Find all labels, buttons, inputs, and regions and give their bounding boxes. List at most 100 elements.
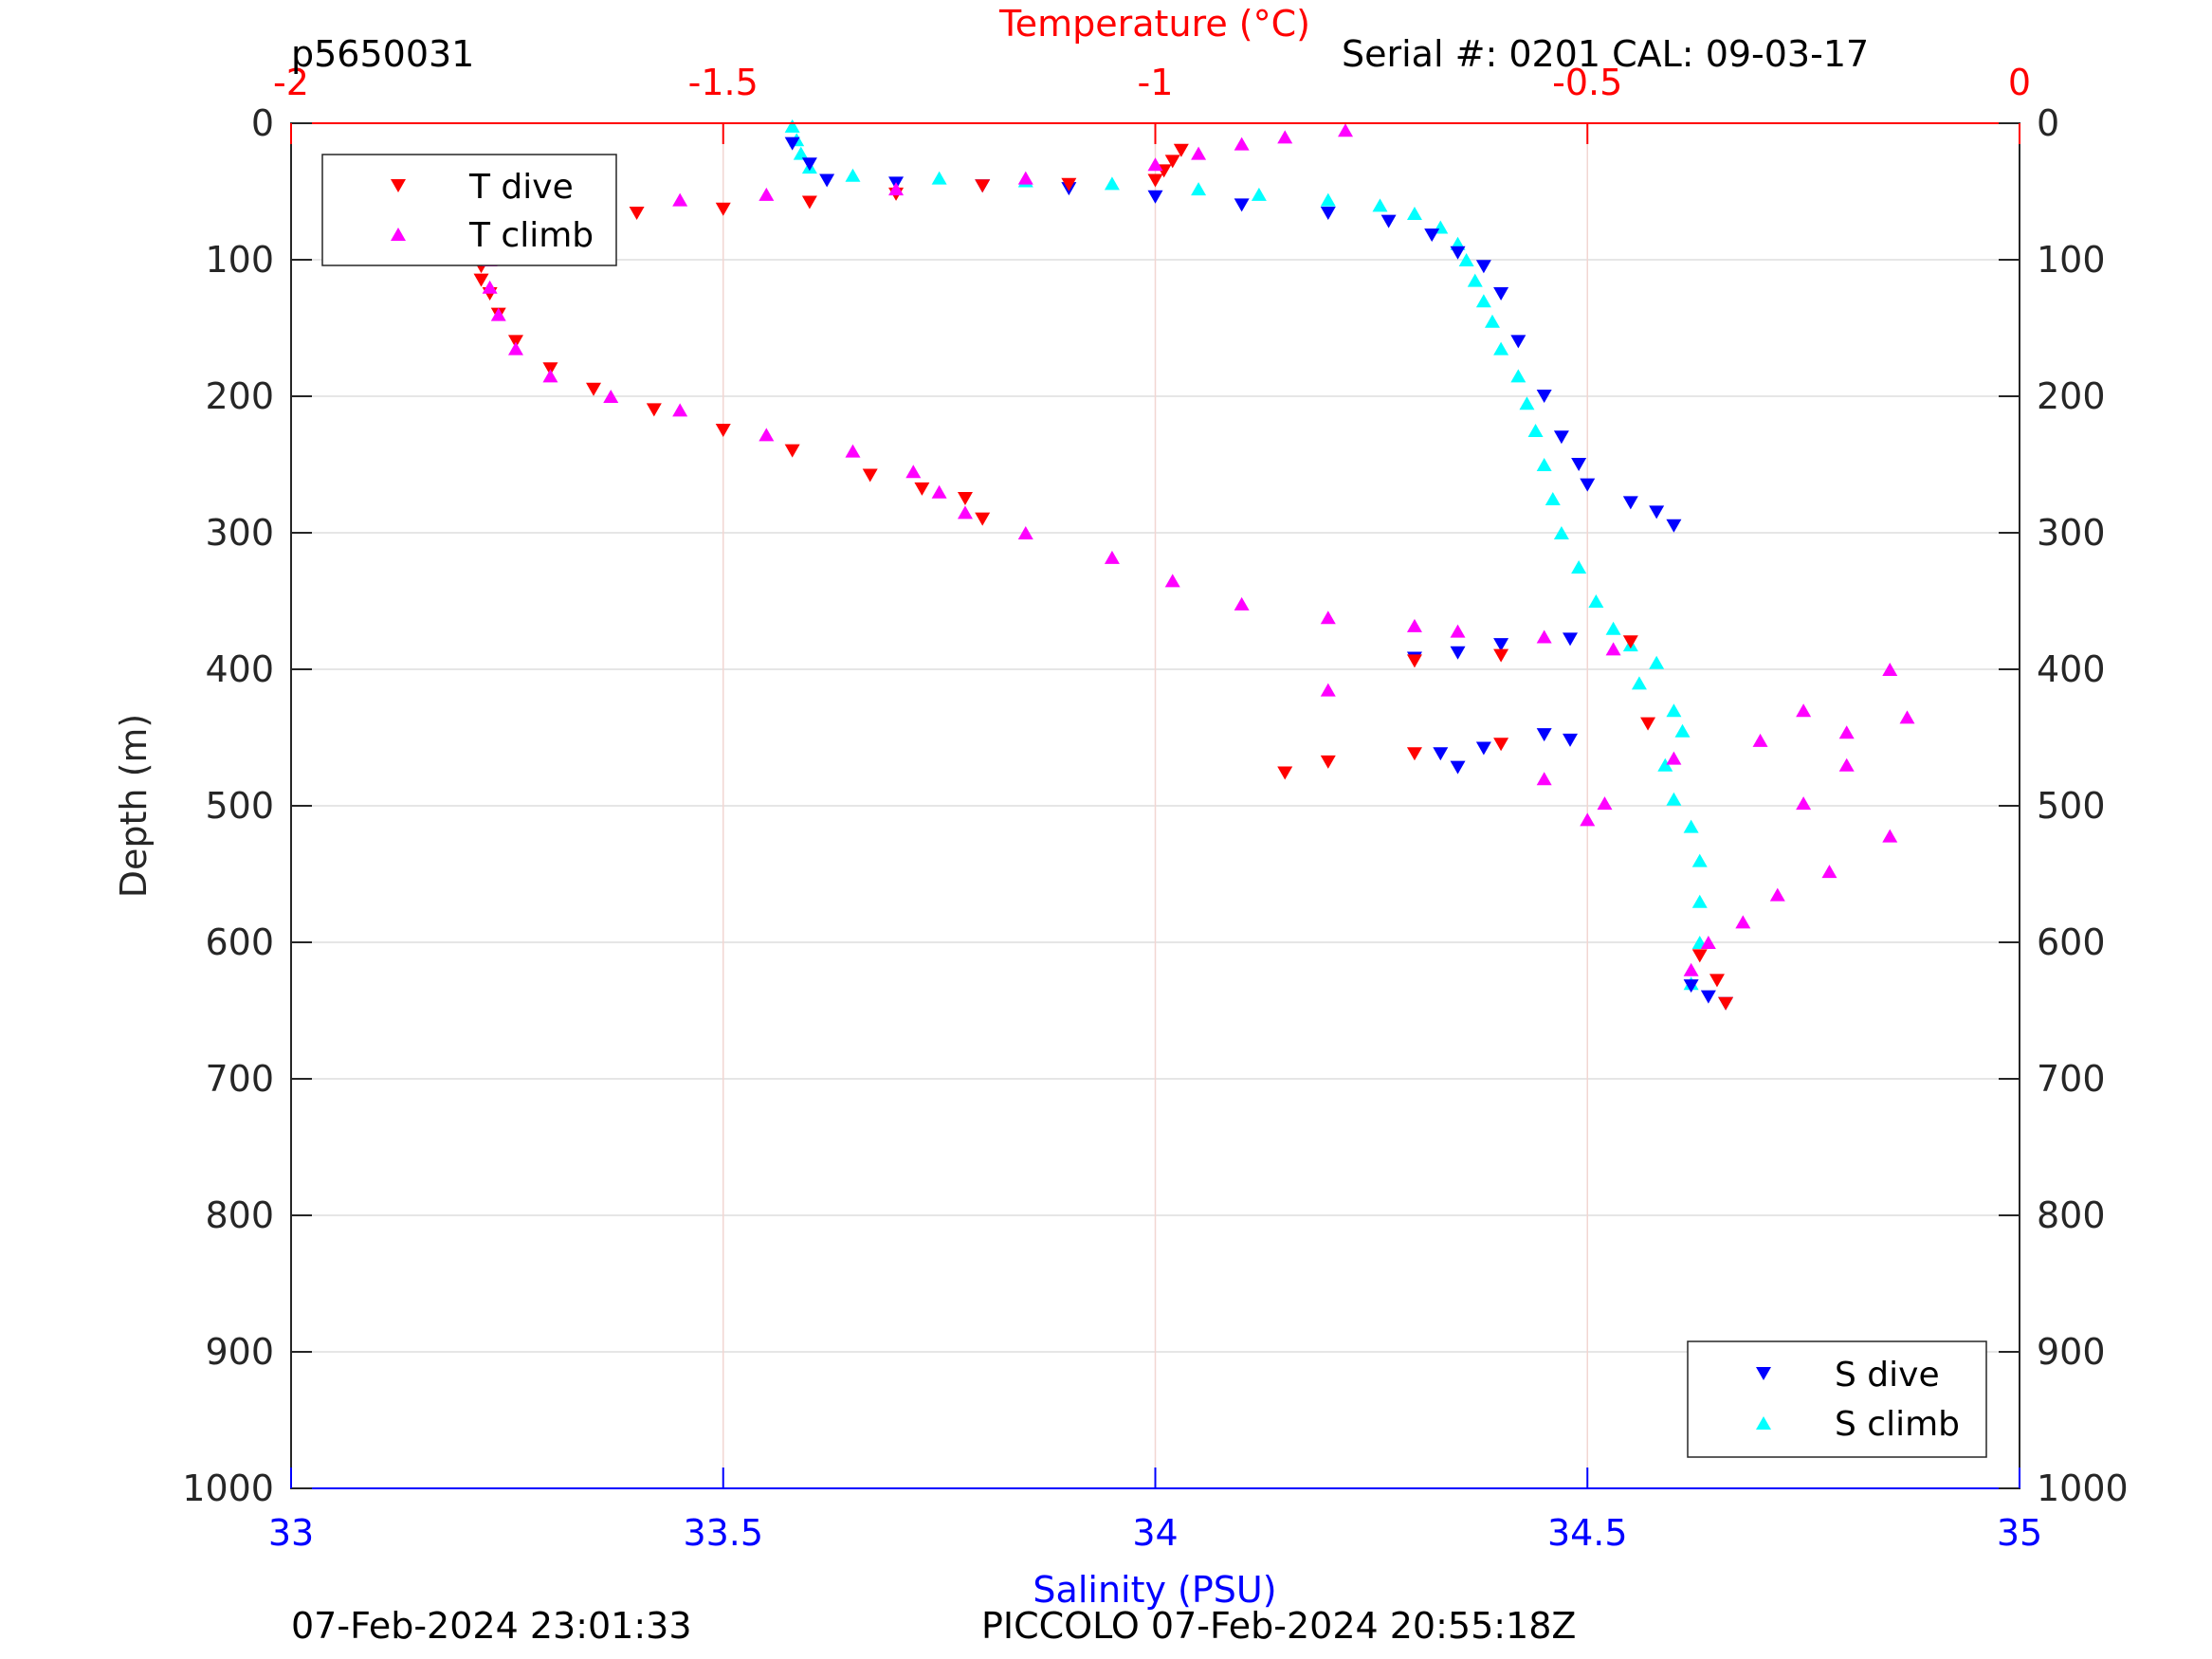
legend-s-dive-label: S dive — [1835, 1356, 1940, 1395]
depth-tick-label-left: 1000 — [182, 1468, 274, 1509]
depth-tick-label-right: 900 — [2037, 1331, 2106, 1373]
data-point — [1320, 755, 1336, 769]
data-point — [1164, 574, 1180, 588]
data-point — [1519, 396, 1535, 410]
data-point — [1700, 936, 1716, 949]
depth-axis-label: Depth (m) — [113, 714, 155, 899]
data-point — [1553, 430, 1569, 445]
profile-id: p5650031 — [291, 33, 474, 75]
data-point — [1649, 655, 1665, 669]
data-point — [957, 505, 973, 520]
salinity-tick-label: 33.5 — [683, 1512, 763, 1554]
depth-tick-label-left: 400 — [205, 648, 274, 690]
data-point — [1424, 228, 1440, 243]
data-point — [1622, 496, 1638, 510]
data-point — [1752, 733, 1768, 747]
data-point — [1450, 246, 1466, 260]
depth-tick-label-left: 300 — [205, 512, 274, 554]
data-point — [672, 192, 688, 207]
data-point — [784, 137, 800, 151]
depth-tick-label-right: 600 — [2037, 921, 2106, 963]
data-point — [1277, 766, 1293, 780]
data-point — [1536, 458, 1552, 471]
data-point — [1709, 974, 1725, 988]
data-point — [1571, 560, 1587, 574]
data-point — [1605, 642, 1621, 656]
data-point — [1657, 757, 1673, 772]
data-point — [931, 171, 947, 185]
temperature-tick-label: -0.5 — [1552, 62, 1622, 103]
temperature-legend: T dive T climb — [321, 154, 617, 266]
data-point — [784, 118, 800, 133]
data-point — [914, 482, 930, 496]
data-point — [1406, 618, 1422, 632]
data-point — [482, 280, 498, 294]
data-point — [542, 369, 558, 383]
data-point — [888, 182, 905, 196]
depth-tick-label-right: 700 — [2037, 1058, 2106, 1100]
data-point — [819, 173, 835, 188]
legend-t-climb-marker — [391, 228, 406, 241]
data-point — [1164, 155, 1180, 169]
depth-tick-label-left: 200 — [205, 375, 274, 417]
data-point — [759, 187, 775, 201]
data-point — [1234, 198, 1250, 212]
data-point — [1553, 526, 1569, 539]
data-point — [1234, 596, 1250, 611]
temperature-tick-label: -1.5 — [688, 62, 759, 103]
salinity-axis-label: Salinity (PSU) — [1033, 1569, 1276, 1611]
salinity-legend: S dive S climb — [1687, 1340, 1987, 1458]
data-point — [1649, 505, 1665, 520]
data-point — [1563, 733, 1579, 747]
temperature-tick-label: -1 — [1138, 62, 1174, 103]
data-point — [1467, 273, 1483, 287]
data-point — [905, 465, 922, 479]
data-point — [1406, 207, 1422, 221]
data-point — [1899, 710, 1915, 724]
data-point — [1380, 214, 1397, 228]
legend-t-dive-label: T dive — [468, 168, 574, 207]
mission-timestamp: PICCOLO 07-Feb-2024 20:55:18Z — [981, 1605, 1576, 1647]
data-point — [646, 403, 662, 417]
plot-timestamp: 07-Feb-2024 23:01:33 — [291, 1605, 692, 1647]
data-point — [1372, 198, 1388, 212]
data-point — [1527, 424, 1544, 437]
data-point — [1450, 646, 1466, 660]
data-point — [845, 444, 861, 458]
data-point — [1718, 996, 1734, 1011]
temperature-axis-label: Temperature (°C) — [998, 3, 1310, 45]
data-point — [1338, 123, 1354, 137]
data-point — [1691, 894, 1708, 908]
data-point — [1234, 137, 1250, 151]
depth-tick-label-left: 100 — [205, 239, 274, 281]
data-point — [1640, 717, 1656, 731]
temperature-tick-label: 0 — [2008, 62, 2031, 103]
data-point — [473, 273, 489, 287]
data-point — [1796, 703, 1812, 718]
data-point — [784, 444, 800, 458]
data-point — [1493, 341, 1509, 356]
depth-tick-label-right: 300 — [2037, 512, 2106, 554]
serial-cal-info: Serial #: 0201 CAL: 09-03-17 — [1342, 33, 1869, 75]
data-point — [715, 202, 731, 216]
data-point — [1406, 747, 1422, 761]
data-point — [1320, 611, 1336, 625]
data-point — [1735, 915, 1751, 929]
depth-tick-label-left: 700 — [205, 1058, 274, 1100]
data-point — [759, 428, 775, 442]
data-point — [1683, 979, 1699, 994]
data-point — [1493, 287, 1509, 301]
data-point — [1320, 192, 1336, 207]
data-point — [1563, 632, 1579, 647]
data-point — [1588, 594, 1604, 608]
depth-tick-label-left: 600 — [205, 921, 274, 963]
salinity-tick-label: 33 — [268, 1512, 314, 1554]
data-point — [957, 492, 973, 505]
temperature-tick-label: -2 — [273, 62, 309, 103]
data-point — [793, 146, 809, 160]
data-point — [1605, 621, 1621, 635]
data-point — [1104, 176, 1120, 191]
data-point — [1450, 624, 1466, 638]
legend-s-dive-marker — [1756, 1367, 1771, 1380]
